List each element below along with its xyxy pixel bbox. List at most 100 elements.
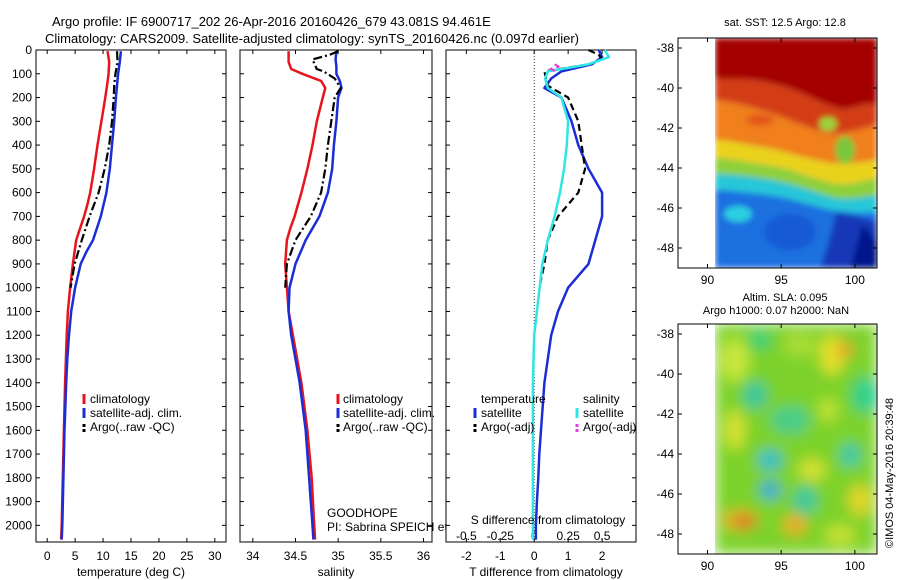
temperature-series — [59, 51, 123, 540]
x-tick-label: 0 — [531, 549, 538, 563]
project-name: GOODHOPE — [327, 506, 398, 520]
depth-tick-label: 1400 — [5, 376, 32, 390]
temperature-panel: 0100200300400500600700800900100011001200… — [5, 43, 227, 579]
depth-axis: 0 100 200 300 400 500 600 700 800 900 1000 1100 1200… — [5, 43, 226, 532]
difference-panel: -2 -1 0 1 2 -0.5 -0.25 0 0.25 0.5 S difference f… — [445, 49, 637, 579]
sal-legend-climatology: climatology — [343, 392, 403, 406]
depth-tick-label: 1100 — [6, 304, 32, 318]
lon-tick-label: 90 — [701, 559, 715, 573]
sst-heatmap — [715, 38, 877, 268]
x-tick-label: 15 — [124, 549, 138, 563]
series-climatology-line — [283, 51, 327, 540]
s-difference-label: S difference from climatology — [471, 513, 626, 527]
salinity-legend: climatology satellite-adj. clim. Argo(..… — [336, 392, 435, 434]
temperature-xlabel: temperature (deg C) — [77, 565, 185, 579]
depth-tick-label: 1300 — [5, 352, 32, 366]
s-tick-label: -0.5 — [456, 529, 477, 543]
salinity-series — [283, 50, 343, 540]
depth-tick-label: 1200 — [5, 328, 32, 342]
x-tick-label: -2 — [461, 549, 472, 563]
temp-legend-argo: Argo(..raw -QC) — [90, 420, 175, 434]
depth-tick-label: 1600 — [5, 423, 32, 437]
x-tick-label: 0 — [44, 549, 51, 563]
x-tick-label: 34 — [246, 549, 260, 563]
s-tick-label: 0 — [531, 529, 538, 543]
x-tick-label: 34.5 — [284, 549, 308, 563]
series-argo-raw-qc-line — [284, 50, 342, 288]
difference-legend: temperature salinity satellite Argo(-adj… — [473, 392, 636, 434]
x-tick-label: 10 — [96, 549, 110, 563]
lat-tick-label: -48 — [657, 527, 675, 541]
sla-map-frame — [677, 323, 878, 555]
depth-tick-label: 0 — [25, 43, 32, 57]
lon-tick-label: 95 — [775, 273, 789, 287]
x-tick-label: 20 — [152, 549, 166, 563]
series-satellite-adj-clim-line — [287, 51, 343, 540]
depth-tick-label: 2000 — [5, 518, 32, 532]
lon-tick-label: 90 — [701, 273, 715, 287]
depth-tick-label: 300 — [12, 114, 32, 128]
lon-tick-label: 100 — [845, 273, 865, 287]
salinity-x-axis: 34 34.5 35 35.5 36 — [246, 50, 430, 563]
sst-lon-axis: 90 95 100 — [701, 38, 865, 287]
x-tick-label: 30 — [208, 549, 222, 563]
lat-tick-label: -44 — [657, 161, 675, 175]
depth-tick-label: 1900 — [5, 495, 32, 509]
sst-map-frame — [677, 37, 878, 269]
x-tick-label: 36 — [417, 549, 431, 563]
sst-map-panel: sat. SST: 12.5 Argo: 12.8 - — [657, 17, 878, 287]
sal-legend-argo: Argo(..raw -QC) — [343, 420, 428, 434]
series-satellite-line — [531, 49, 611, 540]
lat-tick-label: -40 — [657, 367, 675, 381]
difference-series — [531, 49, 611, 540]
x-tick-label: 25 — [180, 549, 194, 563]
imos-credit: ©IMOS 04-May-2016 20:39:48 — [884, 398, 896, 548]
s-tick-label: 0.25 — [556, 529, 580, 543]
sla-lon-axis: 90 95 100 — [701, 324, 865, 573]
depth-tick-label: 1500 — [5, 400, 32, 414]
s-difference-axis: -0.5 -0.25 0 0.25 0.5 — [456, 529, 611, 543]
series-argo-adj-line — [549, 63, 560, 73]
series-argo-raw-qc-line — [69, 51, 119, 288]
depth-tick-label: 100 — [12, 67, 32, 81]
series-satellite-adj-clim-line — [60, 51, 123, 540]
x-tick-label: 35.5 — [369, 549, 393, 563]
t-difference-axis: -2 -1 0 1 2 — [461, 50, 606, 563]
depth-tick-label: 800 — [12, 233, 32, 247]
lat-tick-label: -40 — [657, 81, 675, 95]
temperature-legend: climatology satellite-adj. clim. Argo(..… — [82, 392, 182, 434]
salinity-xlabel: salinity — [318, 565, 355, 579]
diff-legend-s-argo: Argo(-adj) — [583, 420, 636, 434]
x-tick-label: -1 — [495, 549, 506, 563]
depth-tick-label: 1000 — [5, 281, 32, 295]
depth-tick-label: 900 — [12, 257, 32, 271]
s-tick-label: -0.25 — [487, 529, 515, 543]
lat-tick-label: -46 — [657, 487, 675, 501]
depth-tick-label: 700 — [12, 209, 32, 223]
diff-legend-t-satellite: satellite — [481, 406, 522, 420]
sst-lat-axis: -38 -40 -42 -44 -46 -48 — [657, 41, 877, 255]
sla-map-title-line1: Altim. SLA: 0.095 — [743, 292, 828, 304]
difference-axes-box — [445, 49, 637, 543]
depth-tick-label: 1700 — [5, 447, 32, 461]
x-tick-label: 35 — [331, 549, 345, 563]
depth-tick-label: 500 — [12, 162, 32, 176]
sal-legend-satellite: satellite-adj. clim. — [343, 406, 435, 420]
lat-tick-label: -42 — [657, 407, 675, 421]
depth-tick-label: 400 — [12, 138, 32, 152]
lat-tick-label: -48 — [657, 241, 675, 255]
x-tick-label: 2 — [599, 549, 606, 563]
figure-title-line1: Argo profile: IF 6900717_202 26-Apr-2016… — [52, 14, 491, 29]
legend-header-salinity: salinity — [583, 392, 620, 406]
temperature-x-axis: 0 5 10 15 20 25 30 — [44, 50, 222, 563]
lat-tick-label: -44 — [657, 447, 675, 461]
lon-tick-label: 100 — [845, 559, 865, 573]
lat-tick-label: -38 — [657, 41, 675, 55]
sla-lat-axis: -38 -40 -42 -44 -46 -48 — [657, 327, 877, 541]
lon-tick-label: 95 — [775, 559, 789, 573]
sla-heatmap — [715, 324, 877, 554]
temp-legend-climatology: climatology — [90, 392, 150, 406]
legend-header-temperature: temperature — [481, 392, 546, 406]
lat-tick-label: -46 — [657, 201, 675, 215]
temp-legend-satellite: satellite-adj. clim. — [90, 406, 182, 420]
